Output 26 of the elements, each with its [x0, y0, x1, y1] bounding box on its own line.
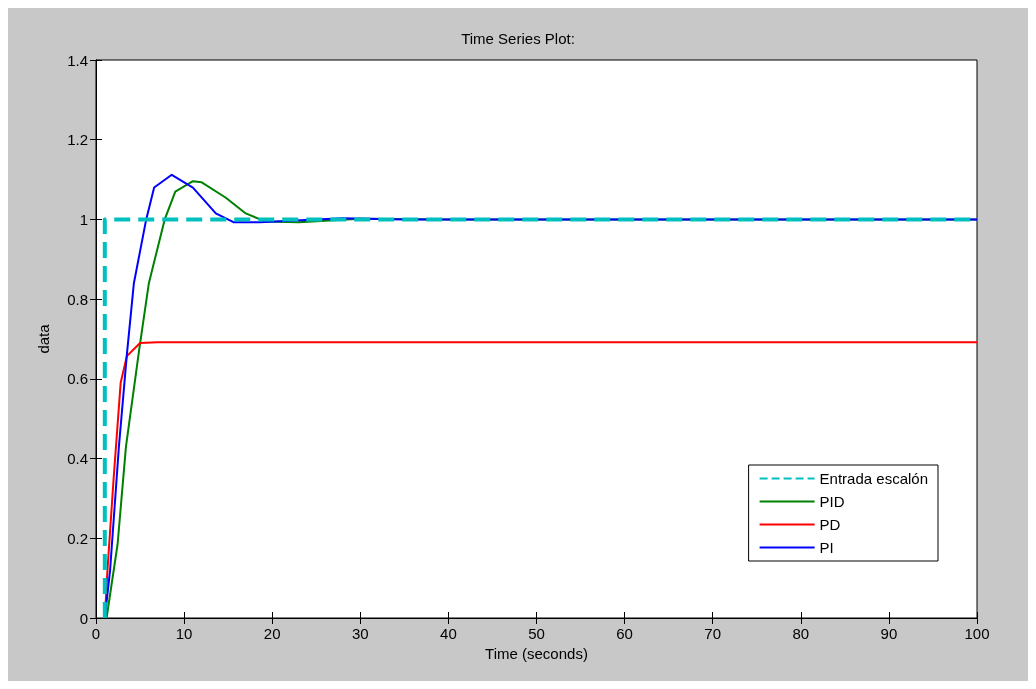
y-tick-label: 1.2 — [67, 131, 88, 149]
x-tick-label: 30 — [351, 625, 369, 642]
legend-label: PD — [819, 516, 841, 533]
x-axis-title: Time (seconds) — [485, 645, 588, 662]
x-tick-label: 0 — [91, 625, 101, 642]
x-tick-label: 60 — [616, 625, 633, 642]
x-tick-label: 90 — [880, 625, 898, 642]
x-tick-label: 40 — [440, 625, 457, 642]
y-tick-label: 0.4 — [67, 450, 88, 468]
y-axis-title: data — [35, 323, 52, 354]
legend-label: Entrada escalón — [819, 470, 928, 487]
x-tick-label: 10 — [175, 625, 193, 642]
chart-title: Time Series Plot: — [461, 30, 575, 47]
y-tick-label: 0 — [79, 609, 88, 627]
legend-label: PI — [819, 539, 834, 556]
x-tick-label: 100 — [964, 625, 990, 642]
x-tick-label: 20 — [263, 625, 281, 642]
y-tick-label: 1.4 — [67, 51, 88, 69]
y-tick-label: 0.2 — [67, 529, 88, 547]
x-tick-label: 70 — [704, 625, 722, 642]
y-tick-label: 0.8 — [67, 290, 88, 308]
x-tick-label: 50 — [528, 625, 545, 642]
y-tick-label: 0.6 — [67, 370, 88, 388]
x-tick-label: 80 — [792, 625, 810, 642]
legend-label: PID — [819, 493, 845, 510]
y-tick-label: 1 — [79, 210, 88, 228]
